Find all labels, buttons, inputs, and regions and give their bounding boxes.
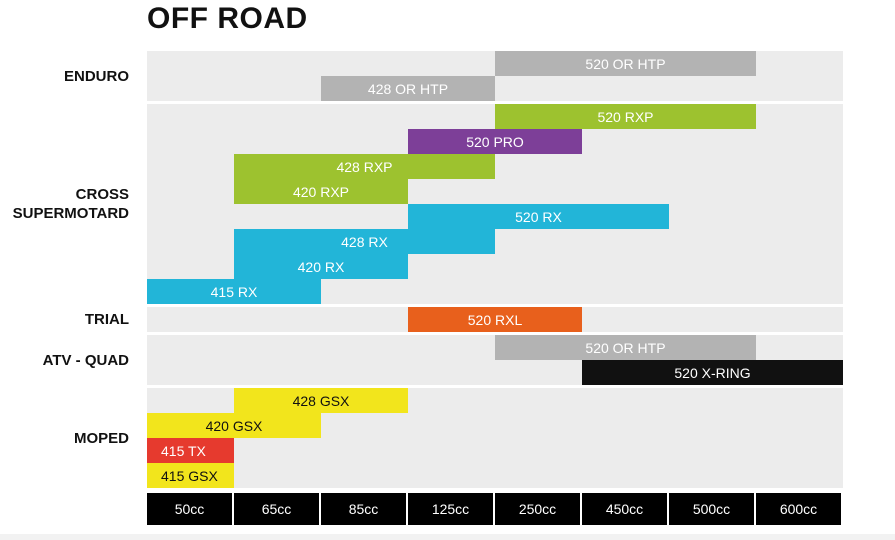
chain-bar-428-gsx: 428 GSX — [234, 388, 408, 413]
x-tick-600cc: 600cc — [756, 493, 841, 525]
chain-bar-420-gsx: 420 GSX — [147, 413, 321, 438]
chain-bar-420-rx: 420 RX — [234, 254, 408, 279]
chain-bar-415-tx: 415 TX — [147, 438, 234, 463]
x-tick-65cc: 65cc — [234, 493, 319, 525]
chain-bar-520-pro: 520 PRO — [408, 129, 582, 154]
chain-bar-520-x-ring: 520 X-RING — [582, 360, 843, 385]
bottom-strip — [0, 534, 895, 540]
chain-bar-428-rx: 428 RX — [234, 229, 495, 254]
chain-bar-428-or-htp: 428 OR HTP — [321, 76, 495, 101]
x-tick-85cc: 85cc — [321, 493, 406, 525]
group-label-cross-supermotard: CROSS SUPERMOTARD — [12, 186, 129, 222]
chain-bar-520-rxp: 520 RXP — [495, 104, 756, 129]
chain-bar-520-rxl: 520 RXL — [408, 307, 582, 332]
group-label-enduro: ENDURO — [63, 67, 129, 85]
chain-bar-420-rxp: 420 RXP — [234, 179, 408, 204]
chain-bar-520-or-htp: 520 OR HTP — [495, 51, 756, 76]
chain-bar-428-rxp: 428 RXP — [234, 154, 495, 179]
chain-bar-415-gsx: 415 GSX — [147, 463, 234, 488]
chain-bar-520-rx: 520 RX — [408, 204, 669, 229]
x-tick-500cc: 500cc — [669, 493, 754, 525]
chain-bar-415-rx: 415 RX — [147, 279, 321, 304]
x-tick-125cc: 125cc — [408, 493, 493, 525]
x-tick-450cc: 450cc — [582, 493, 667, 525]
chain-bar-520-or-htp: 520 OR HTP — [495, 335, 756, 360]
group-label-trial: TRIAL — [84, 311, 129, 328]
group-label-moped: MOPED — [73, 429, 129, 447]
group-label-atv-quad: ATV - QUAD — [42, 351, 129, 369]
chart-title: OFF ROAD — [147, 2, 308, 35]
x-tick-50cc: 50cc — [147, 493, 232, 525]
x-tick-250cc: 250cc — [495, 493, 580, 525]
